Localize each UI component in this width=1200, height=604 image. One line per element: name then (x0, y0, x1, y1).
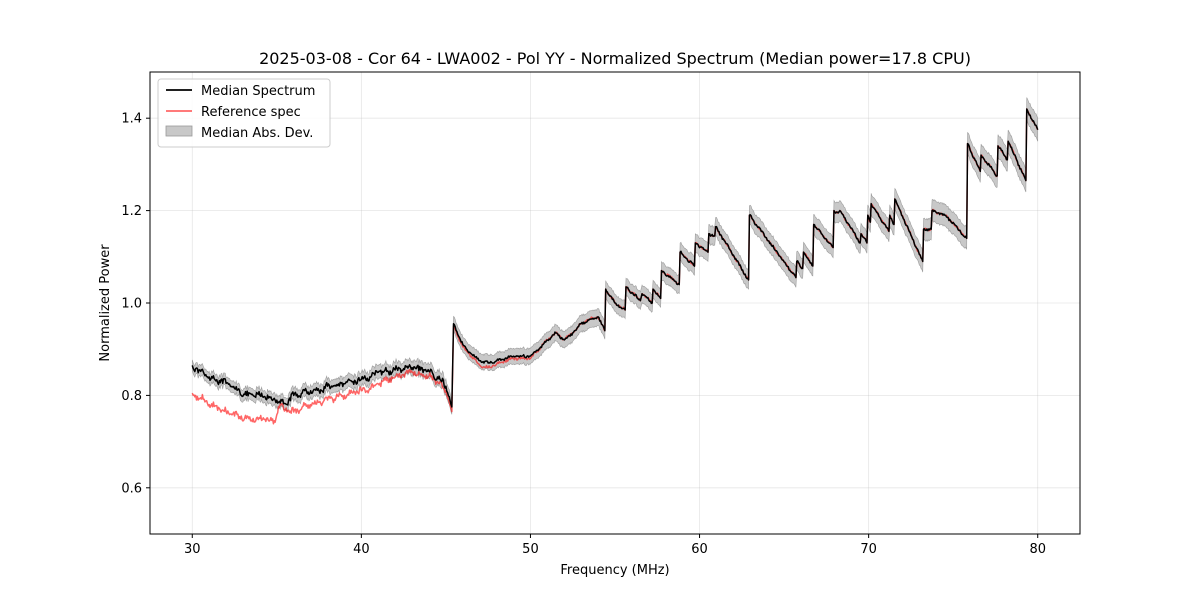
x-tick-label: 40 (353, 542, 370, 557)
x-tick-label: 60 (691, 542, 708, 557)
y-tick-label: 1.4 (121, 112, 142, 127)
y-axis-ticks: 0.6 0.8 1.0 1.2 1.4 (121, 112, 150, 496)
x-axis-ticks: 30 40 50 60 70 80 (184, 534, 1046, 557)
x-tick-label: 30 (184, 542, 201, 557)
x-tick-label: 80 (1029, 542, 1046, 557)
chart-title: 2025-03-08 - Cor 64 - LWA002 - Pol YY - … (259, 49, 971, 68)
x-tick-label: 50 (522, 542, 539, 557)
legend-reference-label: Reference spec (201, 105, 301, 120)
y-tick-label: 1.0 (121, 297, 142, 312)
legend-box (157, 78, 331, 148)
median-spectrum-line (191, 108, 1039, 408)
legend-mad-label: Median Abs. Dev. (201, 126, 313, 141)
median-layer (191, 108, 1039, 408)
legend: Median Spectrum Reference spec Median Ab… (157, 78, 331, 148)
x-axis-label: Frequency (MHz) (560, 563, 669, 578)
x-tick-label: 70 (860, 542, 877, 557)
y-axis-label: Normalized Power (98, 244, 113, 362)
legend-median-label: Median Spectrum (201, 84, 315, 99)
y-tick-label: 0.8 (121, 389, 142, 404)
legend-mad-swatch (165, 125, 193, 137)
y-tick-label: 0.6 (121, 481, 142, 496)
mad-band-layer (191, 97, 1039, 415)
mad-band (191, 97, 1039, 415)
y-tick-label: 1.2 (121, 204, 142, 219)
